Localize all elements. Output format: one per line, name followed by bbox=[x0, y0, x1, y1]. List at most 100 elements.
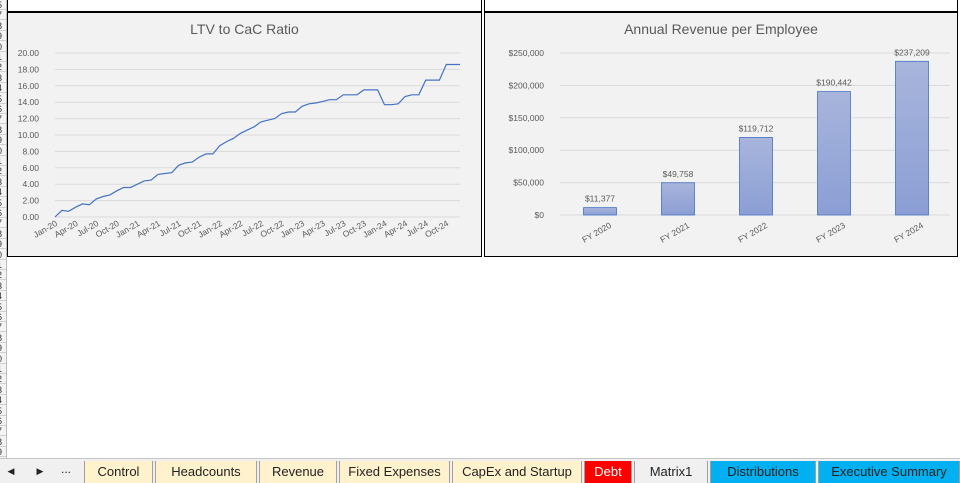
sheet-tab-debt[interactable]: Debt bbox=[584, 461, 632, 483]
prev-sheet-button[interactable]: ◀ bbox=[7, 466, 15, 476]
y-tick-label: 2.00 bbox=[22, 196, 39, 206]
row-header[interactable]: 4 bbox=[0, 291, 6, 302]
row-header[interactable]: 1 bbox=[0, 52, 6, 62]
x-tick-label: FY 2020 bbox=[580, 220, 613, 245]
data-label: $237,209 bbox=[894, 47, 930, 57]
row-header[interactable]: 8 bbox=[0, 21, 6, 31]
rev-chart-plot: $0 $50,000 $100,000 $150,000 $200,000 $250,00… bbox=[509, 47, 950, 245]
sheet-tab-headcounts[interactable]: Headcounts bbox=[155, 461, 257, 483]
sheet-tab-revenue[interactable]: Revenue bbox=[259, 461, 337, 483]
row-header[interactable]: 1 bbox=[0, 156, 6, 166]
y-tick-label: $150,000 bbox=[509, 113, 545, 123]
data-label: $190,442 bbox=[816, 78, 852, 88]
ltv-chart-plot: 0.00 2.00 4.00 6.00 8.00 10.00 12.00 14.00 16.00… bbox=[18, 48, 460, 240]
row-header[interactable]: 2 bbox=[0, 62, 6, 73]
row-header[interactable]: 0 bbox=[0, 354, 6, 364]
sheet-tab-executive-summary[interactable]: Executive Summary bbox=[818, 461, 960, 483]
chart-above-left bbox=[7, 0, 482, 12]
row-header[interactable]: 9 bbox=[0, 343, 6, 354]
x-tick-label: FY 2023 bbox=[814, 220, 847, 245]
row-header[interactable]: 2 bbox=[0, 374, 6, 385]
data-label: $119,712 bbox=[739, 123, 774, 133]
data-label: $11,377 bbox=[585, 194, 615, 204]
row-header[interactable]: 6 bbox=[0, 416, 6, 426]
x-tick-label: Oct-24 bbox=[423, 218, 450, 240]
x-tick-label: FY 2021 bbox=[658, 220, 691, 245]
ltv-cac-chart[interactable]: LTV to CaC Ratio 0.00 2.00 4.00 6.00 8.00 10.… bbox=[7, 12, 482, 257]
row-header[interactable]: 9 bbox=[0, 31, 6, 42]
row-header[interactable]: 7 bbox=[0, 426, 6, 437]
row-header[interactable]: 2 bbox=[0, 270, 6, 281]
row-header[interactable]: 5 bbox=[0, 198, 6, 208]
row-header[interactable]: 1 bbox=[0, 260, 6, 270]
sheet-tab-capex-and-startup[interactable]: CapEx and Startup bbox=[452, 461, 582, 483]
y-tick-label: 18.00 bbox=[18, 64, 40, 74]
row-header[interactable]: 3 bbox=[0, 73, 6, 83]
row-header[interactable]: 6 bbox=[0, 104, 6, 114]
chart-above-right bbox=[484, 0, 958, 12]
row-headers[interactable]: 5789012345678901234567890123456789012345… bbox=[0, 0, 7, 458]
row-header[interactable]: 9 bbox=[0, 239, 6, 250]
row-header[interactable]: 8 bbox=[0, 125, 6, 135]
data-label: $49,758 bbox=[663, 169, 694, 179]
worksheet-area[interactable]: 5789012345678901234567890123456789012345… bbox=[0, 0, 960, 458]
row-header[interactable]: 3 bbox=[0, 385, 6, 395]
y-tick-label: $100,000 bbox=[509, 145, 545, 155]
row-header[interactable]: 9 bbox=[0, 447, 6, 458]
bar-fy-2022 bbox=[739, 137, 773, 216]
sheet-tab-control[interactable]: Control bbox=[84, 461, 153, 483]
row-header[interactable]: 0 bbox=[0, 146, 6, 156]
y-tick-label: 8.00 bbox=[22, 146, 39, 156]
y-tick-label: 0.00 bbox=[22, 212, 39, 222]
ltv-chart-title: LTV to CaC Ratio bbox=[190, 21, 299, 37]
row-header[interactable]: 6 bbox=[0, 312, 6, 322]
row-header[interactable]: 4 bbox=[0, 83, 6, 94]
bar-fy-2020 bbox=[583, 207, 617, 216]
bar-fy-2024 bbox=[895, 60, 929, 216]
y-tick-label: 10.00 bbox=[18, 130, 40, 140]
y-tick-label: $200,000 bbox=[509, 80, 545, 90]
y-tick-label: 20.00 bbox=[18, 48, 40, 58]
row-header[interactable]: 5 bbox=[0, 94, 6, 104]
y-tick-label: 14.00 bbox=[18, 97, 40, 107]
row-header[interactable]: 8 bbox=[0, 229, 6, 239]
y-tick-label: $0 bbox=[535, 210, 545, 220]
y-tick-label: 6.00 bbox=[22, 163, 39, 173]
y-tick-label: 12.00 bbox=[18, 114, 40, 124]
next-sheet-button[interactable]: ▶ bbox=[36, 466, 44, 476]
revenue-per-employee-chart[interactable]: Annual Revenue per Employee $0 $50,000 $10… bbox=[484, 12, 958, 257]
y-tick-label: 16.00 bbox=[18, 81, 40, 91]
bar-fy-2023 bbox=[817, 91, 851, 216]
x-tick-label: FY 2024 bbox=[892, 220, 925, 245]
row-header[interactable]: 5 bbox=[0, 302, 6, 312]
row-header[interactable]: 9 bbox=[0, 135, 6, 146]
row-header[interactable]: 1 bbox=[0, 364, 6, 374]
row-header[interactable]: 8 bbox=[0, 437, 6, 447]
row-header[interactable]: 7 bbox=[0, 322, 6, 333]
row-header[interactable]: 0 bbox=[0, 250, 6, 260]
row-header[interactable]: 2 bbox=[0, 166, 6, 177]
row-header[interactable]: 7 bbox=[0, 114, 6, 125]
row-header[interactable]: 5 bbox=[0, 0, 6, 10]
y-tick-label: $250,000 bbox=[509, 48, 545, 58]
y-tick-label: $50,000 bbox=[513, 178, 544, 188]
row-header[interactable]: 0 bbox=[0, 42, 6, 52]
sheet-tab-fixed-expenses[interactable]: Fixed Expenses bbox=[339, 461, 450, 483]
row-header[interactable]: 7 bbox=[0, 218, 6, 229]
row-header[interactable]: 3 bbox=[0, 281, 6, 291]
more-sheets-button[interactable]: ... bbox=[61, 462, 72, 476]
sheet-tab-distributions[interactable]: Distributions bbox=[710, 461, 816, 483]
sheet-tab-matrix1[interactable]: Matrix1 bbox=[634, 461, 708, 483]
bar-fy-2021 bbox=[661, 182, 695, 216]
sheet-tab-bar: ◀ ▶ ... Control Headcounts Revenue Fixed Ex… bbox=[0, 458, 960, 483]
row-header[interactable]: 7 bbox=[0, 10, 6, 21]
row-header[interactable]: 5 bbox=[0, 406, 6, 416]
row-header[interactable]: 3 bbox=[0, 177, 6, 187]
rev-chart-title: Annual Revenue per Employee bbox=[624, 21, 818, 37]
row-header[interactable]: 6 bbox=[0, 208, 6, 218]
ltv-series-line bbox=[54, 63, 460, 218]
y-tick-label: 4.00 bbox=[22, 179, 39, 189]
row-header[interactable]: 4 bbox=[0, 395, 6, 406]
row-header[interactable]: 4 bbox=[0, 187, 6, 198]
row-header[interactable]: 8 bbox=[0, 333, 6, 343]
